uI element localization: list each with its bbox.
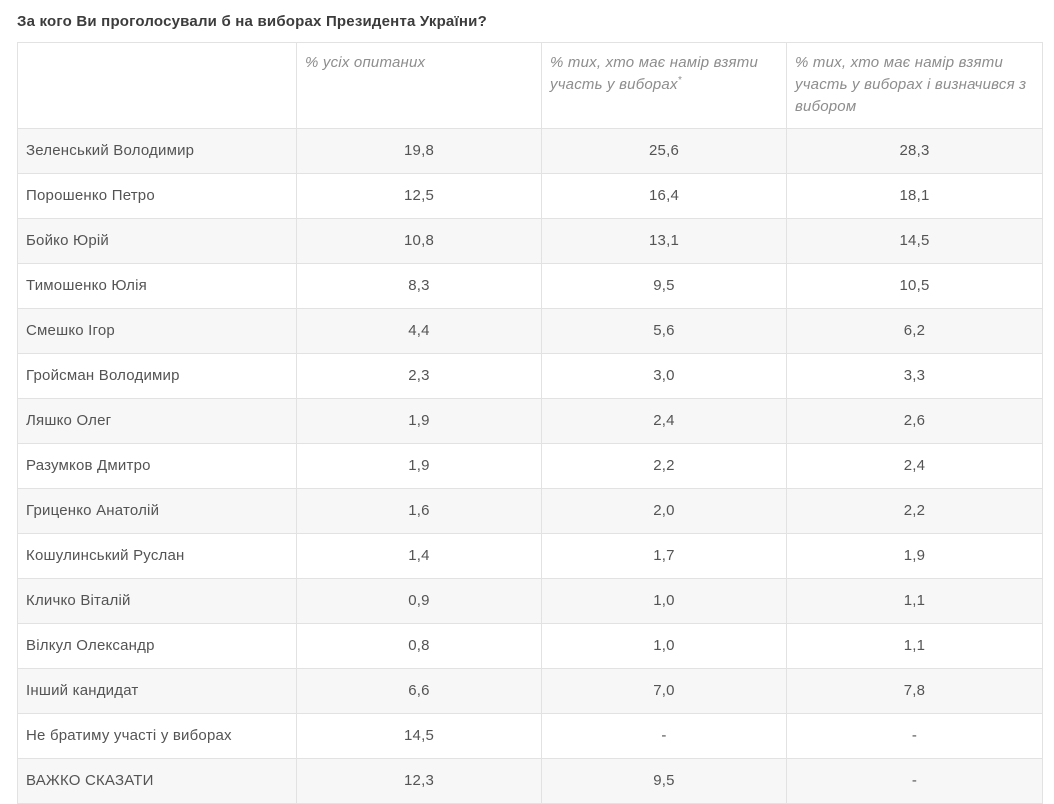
table-row: Ляшко Олег 1,9 2,4 2,6 — [17, 398, 1043, 444]
header-cell-intend-to-vote-label: % тих, хто має намір взяти участь у вибо… — [550, 54, 758, 93]
table-row: Кошулинський Руслан 1,4 1,7 1,9 — [17, 533, 1043, 579]
value-cell: 1,9 — [296, 398, 542, 444]
page-title: За кого Ви проголосували б на виборах Пр… — [17, 13, 487, 30]
footnote-asterisk: * — [677, 75, 682, 86]
candidate-name-cell: Разумков Дмитро — [17, 443, 297, 489]
value-cell: 9,5 — [541, 263, 787, 309]
table-row: Смешко Ігор 4,4 5,6 6,2 — [17, 308, 1043, 354]
value-cell: 1,1 — [786, 578, 1043, 624]
value-cell: 8,3 — [296, 263, 542, 309]
value-cell: - — [541, 713, 787, 759]
candidate-name-cell: Смешко Ігор — [17, 308, 297, 354]
table-row: Вілкул Олександр 0,8 1,0 1,1 — [17, 623, 1043, 669]
candidate-name-cell: Кличко Віталій — [17, 578, 297, 624]
candidate-name-cell: Порошенко Петро — [17, 173, 297, 219]
value-cell: 1,6 — [296, 488, 542, 534]
value-cell: 7,0 — [541, 668, 787, 714]
value-cell: 2,4 — [786, 443, 1043, 489]
table-header: % усіх опитаних % тих, хто має намір взя… — [17, 42, 1043, 129]
value-cell: 3,0 — [541, 353, 787, 399]
value-cell: 25,6 — [541, 128, 787, 174]
value-cell: 1,7 — [541, 533, 787, 579]
value-cell: 12,3 — [296, 758, 542, 804]
value-cell: 5,6 — [541, 308, 787, 354]
header-cell-empty — [17, 42, 297, 129]
candidate-name-cell: ВАЖКО СКАЗАТИ — [17, 758, 297, 804]
value-cell: 1,4 — [296, 533, 542, 579]
candidate-name-cell: Тимошенко Юлія — [17, 263, 297, 309]
candidate-name-cell: Гройсман Володимир — [17, 353, 297, 399]
value-cell: 28,3 — [786, 128, 1043, 174]
value-cell: 6,6 — [296, 668, 542, 714]
candidate-name-cell: Зеленський Володимир — [17, 128, 297, 174]
value-cell: 0,8 — [296, 623, 542, 669]
table-row: Не братиму участі у виборах 14,5- - — [17, 713, 1043, 759]
candidate-name-cell: Інший кандидат — [17, 668, 297, 714]
value-cell: 9,5 — [541, 758, 787, 804]
value-cell: 4,4 — [296, 308, 542, 354]
value-cell: 19,8 — [296, 128, 542, 174]
value-cell: 18,1 — [786, 173, 1043, 219]
value-cell: - — [786, 713, 1043, 759]
candidate-name-cell: Бойко Юрій — [17, 218, 297, 264]
header-cell-intend-to-vote: % тих, хто має намір взяти участь у вибо… — [541, 42, 787, 129]
table-row: Гриценко Анатолій 1,6 2,0 2,2 — [17, 488, 1043, 534]
poll-results-table: % усіх опитаних % тих, хто має намір взя… — [17, 42, 1043, 804]
value-cell: 6,2 — [786, 308, 1043, 354]
value-cell: 12,5 — [296, 173, 542, 219]
header-cell-all-respondents: % усіх опитаних — [296, 42, 542, 129]
value-cell: 13,1 — [541, 218, 787, 264]
value-cell: 1,9 — [786, 533, 1043, 579]
page: За кого Ви проголосували б на виборах Пр… — [17, 13, 1043, 804]
value-cell: 14,5 — [296, 713, 542, 759]
value-cell: 2,2 — [541, 443, 787, 489]
value-cell: 3,3 — [786, 353, 1043, 399]
value-cell: 1,0 — [541, 623, 787, 669]
value-cell: 1,9 — [296, 443, 542, 489]
value-cell: 10,8 — [296, 218, 542, 264]
value-cell: 7,8 — [786, 668, 1043, 714]
header-cell-decided-voters: % тих, хто має намір взяти участь у вибо… — [786, 42, 1043, 129]
table-row: Разумков Дмитро 1,9 2,2 2,4 — [17, 443, 1043, 489]
table-row: Кличко Віталій 0,9 1,0 1,1 — [17, 578, 1043, 624]
value-cell: 0,9 — [296, 578, 542, 624]
table-row: Бойко Юрій 10,8 13,1 14,5 — [17, 218, 1043, 264]
candidate-name-cell: Ляшко Олег — [17, 398, 297, 444]
value-cell: 2,6 — [786, 398, 1043, 444]
value-cell: 2,3 — [296, 353, 542, 399]
table-row: Інший кандидат 6,6 7,0 7,8 — [17, 668, 1043, 714]
value-cell: 2,0 — [541, 488, 787, 534]
table-body: Зеленський Володимир 19,8 25,6 28,3 Порошенк… — [17, 128, 1043, 804]
value-cell: 1,0 — [541, 578, 787, 624]
value-cell: 2,2 — [786, 488, 1043, 534]
candidate-name-cell: Кошулинський Руслан — [17, 533, 297, 579]
table-row: Порошенко Петро 12,5 16,4 18,1 — [17, 173, 1043, 219]
candidate-name-cell: Гриценко Анатолій — [17, 488, 297, 534]
value-cell: 10,5 — [786, 263, 1043, 309]
candidate-name-cell: Не братиму участі у виборах — [17, 713, 297, 759]
table-row: Гройсман Володимир 2,3 3,0 3,3 — [17, 353, 1043, 399]
value-cell: 14,5 — [786, 218, 1043, 264]
header-row: % усіх опитаних % тих, хто має намір взя… — [17, 42, 1043, 129]
value-cell: 2,4 — [541, 398, 787, 444]
value-cell: 1,1 — [786, 623, 1043, 669]
value-cell: 16,4 — [541, 173, 787, 219]
candidate-name-cell: Вілкул Олександр — [17, 623, 297, 669]
table-row: Тимошенко Юлія 8,3 9,5 10,5 — [17, 263, 1043, 309]
value-cell: - — [786, 758, 1043, 804]
table-row: ВАЖКО СКАЗАТИ 12,3 9,5- — [17, 758, 1043, 804]
table-row: Зеленський Володимир 19,8 25,6 28,3 — [17, 128, 1043, 174]
